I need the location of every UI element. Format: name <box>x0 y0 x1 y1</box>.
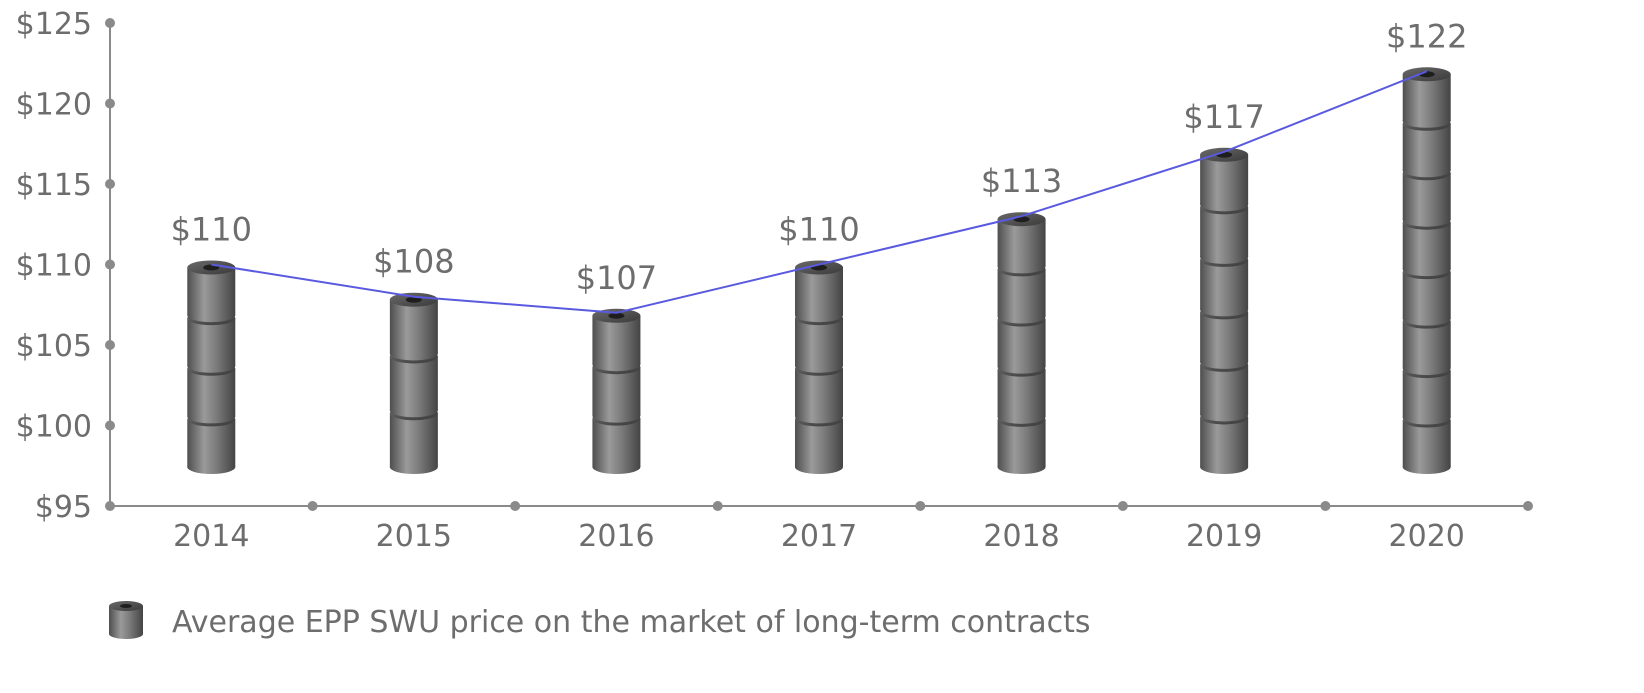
x-tick-marker <box>915 501 926 511</box>
y-tick-marker <box>105 259 115 270</box>
data-label: $108 <box>373 243 454 281</box>
data-label: $107 <box>576 259 657 297</box>
x-tick-label: 2014 <box>173 519 249 554</box>
x-tick-label: 2015 <box>376 519 452 554</box>
x-axis: 2014 2015 2016 2017 2018 2019 2020 <box>110 501 1533 554</box>
y-axis: $95 $100 $105 $110 $115 $120 $125 <box>16 7 115 525</box>
y-tick-label: $125 <box>16 7 92 42</box>
y-tick-label: $120 <box>16 88 92 123</box>
y-tick-label: $110 <box>16 249 92 284</box>
y-tick-marker <box>105 179 115 189</box>
data-label: $110 <box>171 211 252 249</box>
y-tick-label: $105 <box>16 329 92 364</box>
legend: Average EPP SWU price on the market of l… <box>109 601 1091 640</box>
trend-line <box>211 70 1428 314</box>
y-tick-label: $95 <box>35 490 92 525</box>
x-tick-marker <box>307 501 318 511</box>
x-tick-marker <box>712 501 723 511</box>
data-label: $110 <box>778 211 859 249</box>
bar <box>1200 147 1249 474</box>
x-tick-label: 2019 <box>1186 519 1262 554</box>
bar <box>795 260 843 474</box>
x-tick-label: 2018 <box>983 519 1059 554</box>
bar <box>592 308 641 474</box>
data-label: $113 <box>981 162 1062 200</box>
x-tick-marker <box>1117 501 1128 511</box>
data-label: $122 <box>1386 17 1467 55</box>
x-tick-marker <box>510 501 521 511</box>
data-labels: $110 $108 $107 $110 $113 $117 $122 <box>171 17 1468 297</box>
legend-label: Average EPP SWU price on the market of l… <box>172 605 1091 640</box>
y-tick-marker <box>105 18 115 28</box>
bar <box>1402 67 1451 474</box>
bars <box>187 67 1451 474</box>
y-tick-marker <box>105 98 115 109</box>
bar <box>997 212 1046 474</box>
bar <box>187 260 236 474</box>
x-tick-marker <box>1320 501 1331 511</box>
x-tick-label: 2016 <box>578 519 654 554</box>
y-tick-marker <box>105 340 115 350</box>
y-tick-label: $100 <box>16 410 92 445</box>
data-label: $117 <box>1183 98 1264 136</box>
series-line <box>211 70 1428 314</box>
legend-swatch-icon <box>109 601 143 639</box>
x-tick-label: 2020 <box>1389 519 1465 554</box>
bar <box>389 292 438 474</box>
y-tick-label: $115 <box>16 168 92 203</box>
y-tick-marker <box>105 420 115 431</box>
x-tick-marker <box>1523 501 1533 511</box>
x-tick-label: 2017 <box>781 519 857 554</box>
